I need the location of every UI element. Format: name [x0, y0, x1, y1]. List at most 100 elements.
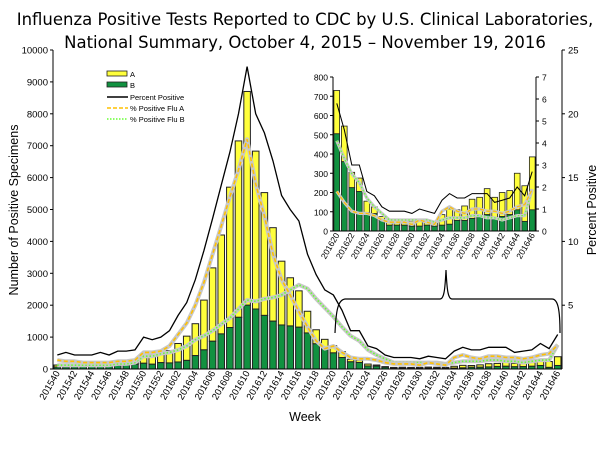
bar-b-201644	[536, 364, 545, 370]
bar-b-201629	[401, 224, 408, 232]
legend-label: B	[130, 81, 135, 90]
bar-b-201613	[269, 320, 277, 370]
bar-b-201646	[528, 209, 536, 232]
bar-b-201603	[182, 359, 191, 370]
y-tick-label: 600	[314, 111, 328, 121]
bar-b-201637	[461, 220, 468, 232]
bar-a-201645	[545, 361, 553, 368]
y-axis-label: Number of Positive Specimens	[7, 125, 21, 296]
y-tick-label: 7000	[27, 141, 48, 152]
line-percent-positive	[336, 103, 533, 215]
bar-a-201641	[510, 362, 519, 368]
y-tick-label: 200	[314, 188, 328, 198]
bar-b-201602	[174, 361, 182, 370]
y-tick-label: 6000	[27, 173, 48, 184]
y2-tick-label: 4	[542, 139, 547, 149]
y-tick-label: 2000	[27, 301, 48, 312]
y2-tick-label: 5	[568, 301, 573, 312]
bar-b-201618	[312, 343, 320, 370]
bar-b-201631	[416, 225, 423, 232]
y-tick-label: 1000	[27, 333, 48, 344]
bar-a-201646	[553, 356, 562, 366]
y2-tick-label: 7	[542, 73, 547, 83]
bar-b-201615	[286, 325, 295, 370]
bar-b-201621	[338, 357, 346, 370]
bar-b-201630	[408, 225, 416, 232]
bar-b-201551	[148, 363, 156, 370]
y-tick-label: 3000	[27, 269, 48, 280]
y-tick-label: 4000	[27, 237, 48, 248]
bar-b-201622	[346, 361, 355, 370]
bar-b-201644	[513, 209, 521, 232]
y-tick-label: 0	[43, 365, 48, 376]
bar-a-201602	[174, 342, 182, 363]
bar-b-201620	[329, 352, 338, 370]
bar-a-201605	[200, 299, 208, 351]
bar-b-201628	[393, 224, 401, 232]
bar-b-201616	[295, 326, 303, 370]
bar-b-201601	[165, 362, 174, 370]
bar-a-201607	[217, 234, 226, 335]
y-tick-label: 9000	[27, 77, 48, 88]
y2-tick-label: 25	[568, 46, 579, 57]
bar-b-201633	[431, 225, 438, 232]
y-tick-label: 5000	[27, 205, 48, 216]
bar-b-201645	[521, 220, 528, 232]
line-flu-a	[336, 188, 533, 226]
y-tick-label: 0	[323, 227, 328, 237]
bar-b-201635	[446, 223, 453, 232]
line-percent-positive	[57, 66, 559, 360]
bar-b-201623	[355, 361, 364, 370]
bar-b-201617	[303, 332, 312, 370]
legend-swatch-a	[106, 70, 128, 77]
y2-tick-label: 2	[542, 183, 547, 193]
line-flu-b	[57, 283, 559, 367]
y-tick-label: 800	[314, 73, 328, 83]
chart-title: Influenza Positive Tests Reported to CDC…	[17, 10, 594, 29]
y2-tick-label: 10	[568, 237, 579, 248]
bar-b-201646	[553, 364, 562, 370]
bar-a-201624	[363, 200, 371, 214]
y-tick-label: 8000	[27, 109, 48, 120]
bar-b-201612	[260, 314, 269, 370]
line-flu-a	[57, 139, 559, 367]
bar-b-201632	[423, 224, 431, 232]
bar-b-201552	[157, 362, 165, 370]
bar-b-201604	[191, 355, 200, 370]
y2-tick-label: 5	[542, 117, 547, 127]
bar-b-201619	[320, 347, 329, 370]
y2-tick-label: 6	[542, 95, 547, 105]
chart-subtitle: National Summary, October 4, 2015 – Nove…	[64, 33, 546, 52]
y2-tick-label: 1	[542, 205, 547, 215]
bar-a-201639	[476, 196, 483, 217]
bar-b-201636	[453, 220, 461, 232]
y-tick-label: 400	[314, 150, 328, 160]
bar-b-201638	[468, 218, 476, 232]
bar-b-201607	[217, 333, 226, 370]
y-tick-label: 10000	[22, 46, 48, 57]
y-tick-label: 300	[314, 169, 328, 179]
y-tick-label: 100	[314, 207, 328, 217]
bar-a-201610	[243, 90, 251, 306]
legend-label: Percent Positive	[130, 93, 184, 102]
bar-b-201614	[277, 324, 286, 370]
bar-b-201610	[243, 304, 251, 370]
inset-background	[333, 77, 536, 231]
y-tick-label: 700	[314, 92, 328, 102]
x-axis-label: Week	[289, 410, 321, 424]
inset-range-bracket	[334, 269, 561, 334]
bar-b-201608	[226, 327, 234, 370]
bar-b-201634	[438, 224, 446, 232]
y2-tick-label: 3	[542, 161, 547, 171]
legend: AB Percent Positive % Positive Flu A % Posi…	[106, 70, 185, 124]
legend-label: % Positive Flu B	[130, 115, 185, 124]
legend-label: A	[130, 70, 135, 79]
y2-tick-label: 15	[568, 173, 579, 184]
bar-b-201605	[200, 349, 208, 370]
bar-b-201627	[386, 224, 393, 232]
legend-label: % Positive Flu A	[130, 104, 184, 113]
bar-b-201611	[251, 308, 260, 370]
bar-b-201621	[341, 161, 348, 232]
y-tick-label: 500	[314, 130, 328, 140]
